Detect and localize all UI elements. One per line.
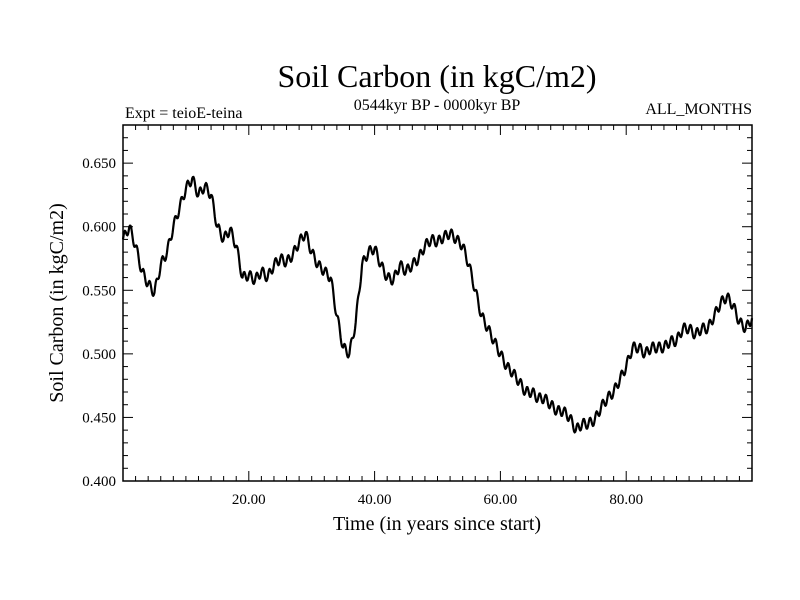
y-tick-label: 0.450 — [82, 410, 116, 426]
y-tick-label: 0.600 — [82, 220, 116, 236]
y-tick-label: 0.400 — [82, 474, 116, 490]
y-axis-label: Soil Carbon (in kgC/m2) — [46, 203, 68, 402]
axis-ticks — [123, 125, 752, 481]
chart-subtitle-center: 0544kyr BP - 0000kyr BP — [354, 97, 521, 114]
x-tick-label: 40.00 — [358, 492, 392, 508]
chart-subtitle-right: ALL_MONTHS — [645, 101, 752, 118]
axis-tick-labels: 20.00 40.00 60.00 80.00 0.400 0.450 0.500 0.550… — [82, 156, 643, 508]
series-line-soil-carbon — [121, 175, 754, 434]
x-tick-label: 80.00 — [609, 492, 643, 508]
plot-frame — [122, 124, 753, 482]
x-tick-label: 60.00 — [484, 492, 518, 508]
y-tick-label: 0.500 — [82, 347, 116, 363]
x-axis-label: Time (in years since start) — [333, 513, 541, 535]
chart-subtitle-left: Expt = teioE-teina — [125, 105, 242, 122]
y-tick-label: 0.550 — [82, 283, 116, 299]
y-tick-label: 0.650 — [82, 156, 116, 172]
chart-title: Soil Carbon (in kgC/m2) — [277, 58, 596, 94]
x-tick-label: 20.00 — [232, 492, 266, 508]
